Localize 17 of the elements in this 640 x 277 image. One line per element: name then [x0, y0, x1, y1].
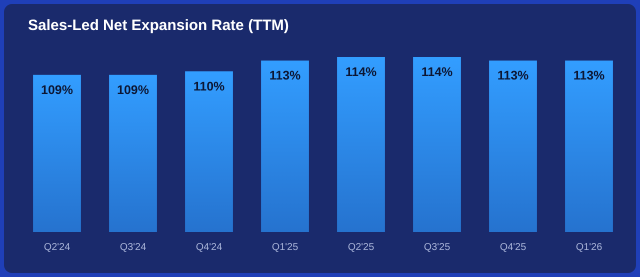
x-tick-label: Q2'25 [348, 242, 375, 254]
data-label: 110% [193, 79, 225, 94]
x-tick-label: Q4'25 [500, 242, 527, 254]
x-tick-label: Q1'25 [272, 242, 299, 254]
x-tick-label: Q3'25 [424, 242, 451, 254]
x-tick-label: Q2'24 [44, 242, 71, 254]
x-tick-label: Q1'26 [576, 242, 603, 254]
data-label: 109% [117, 82, 149, 97]
data-label: 109% [41, 82, 73, 97]
data-label: 114% [345, 65, 377, 79]
data-label: 113% [573, 68, 605, 83]
x-tick-label: Q4'24 [196, 242, 223, 254]
chart-title: Sales-Led Net Expansion Rate (TTM) [28, 17, 289, 34]
x-tick-label: Q3'24 [120, 242, 147, 254]
data-label: 114% [421, 65, 453, 79]
data-label: 113% [497, 68, 529, 83]
data-label: 113% [269, 68, 301, 83]
